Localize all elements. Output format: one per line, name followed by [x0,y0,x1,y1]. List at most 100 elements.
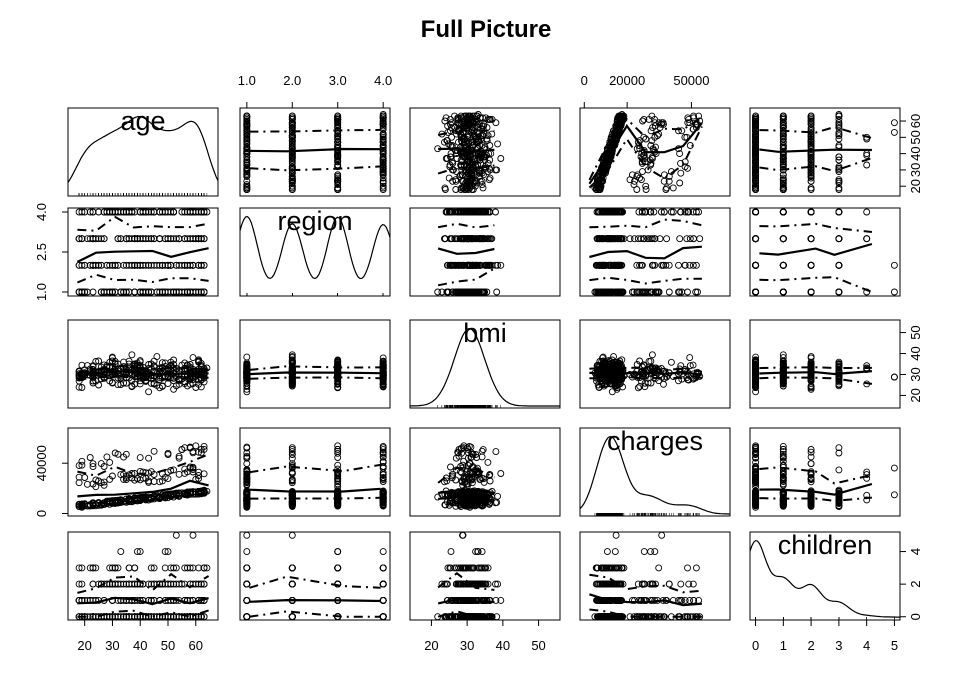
data-point [633,145,641,153]
data-point [644,235,652,243]
data-point [100,235,108,243]
data-point [243,182,251,190]
panel-frame [67,107,219,197]
data-point [779,235,787,243]
data-point [448,124,455,132]
data-point [476,177,484,185]
data-point [640,115,648,123]
data-point [379,372,387,380]
data-point [835,186,843,193]
data-point [655,288,663,296]
panel-bmi-region [239,319,391,409]
data-point [652,288,659,296]
data-point [807,172,815,180]
data-point [379,156,387,164]
data-point [243,186,251,193]
data-point [379,142,387,149]
data-point [478,235,486,243]
data-point [807,156,815,164]
data-point [752,235,760,243]
data-point [243,112,251,120]
data-point [86,208,94,216]
upper-spread-line [77,215,209,232]
data-point [835,128,843,136]
smooth-line [588,122,703,185]
data-point [642,208,650,216]
density-line [240,215,390,280]
data-point [647,159,655,167]
data-point [133,235,141,243]
data-point [243,130,251,138]
data-point [807,135,815,143]
data-point [379,365,387,373]
data-point [656,235,664,243]
data-point [462,166,470,174]
data-point [288,353,296,361]
data-point [648,153,656,161]
data-point [639,117,647,125]
data-point [472,208,480,216]
data-point [468,119,476,127]
data-point [695,208,703,216]
data-point [835,132,843,140]
data-point [686,261,694,269]
data-point [200,261,208,269]
data-point [89,208,97,216]
data-point [650,208,658,216]
data-point [83,362,91,370]
data-point [835,115,843,123]
data-point [598,261,606,269]
variable-label-bmi: bmi [463,318,507,348]
data-point [150,357,158,365]
data-point [807,145,815,153]
data-point [334,120,342,128]
data-point [752,138,760,146]
data-point [890,261,898,269]
data-point [449,177,457,185]
data-point [111,261,119,269]
data-point [164,235,172,243]
data-point [464,119,472,127]
data-point [472,171,480,179]
data-point [89,261,97,269]
data-point [634,384,642,392]
data-point [476,172,484,180]
data-point [447,150,455,158]
data-point [465,148,473,156]
data-point [686,235,694,243]
data-point [807,112,815,120]
data-point [468,171,475,179]
data-point [596,208,604,216]
data-point [752,164,760,172]
data-point [147,235,155,243]
data-point [456,120,464,128]
data-point [479,125,487,133]
data-point [752,261,760,269]
data-point [460,135,468,143]
data-point [493,288,501,296]
data-point [752,122,760,130]
data-point [694,288,701,296]
data-point [478,142,486,149]
data-point [334,176,342,184]
data-point [752,158,760,166]
data-point [779,261,787,269]
data-point [486,261,494,269]
data-point [117,235,125,243]
data-point [189,235,197,243]
data-point [485,164,493,172]
data-point [334,158,342,166]
data-point [642,135,650,143]
data-point [131,261,139,269]
data-point [593,235,601,243]
data-point [288,112,296,120]
data-point [114,374,122,382]
data-point [807,138,815,146]
data-point [379,119,387,127]
data-point [676,288,684,296]
lower-spread-line [437,267,495,287]
data-point [443,137,451,145]
data-point [647,142,655,149]
data-point [692,288,700,296]
data-point [125,360,133,368]
